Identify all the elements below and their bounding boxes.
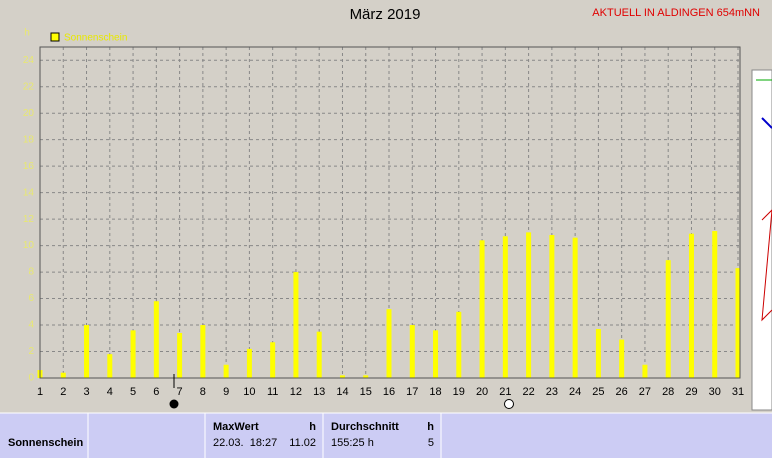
x-tick-label: 16: [383, 386, 395, 398]
col-unit: h: [427, 421, 434, 433]
x-tick-label: 18: [429, 386, 441, 398]
cell: 155:25 h: [331, 437, 374, 449]
y-tick-label: 16: [23, 161, 35, 172]
x-tick-label: 15: [360, 386, 372, 398]
bar: [572, 237, 578, 378]
bar: [433, 330, 439, 378]
x-tick-label: 3: [83, 386, 89, 398]
x-tick-label: 1: [37, 386, 43, 398]
side-chart: [751, 69, 772, 411]
col-unit: h: [309, 421, 316, 433]
y-tick-label: 8: [28, 267, 34, 278]
table-panel: [0, 413, 772, 458]
bar: [502, 236, 508, 378]
bar: [642, 364, 648, 378]
bar: [386, 309, 392, 378]
y-tick-label: 12: [23, 214, 35, 225]
bar: [153, 301, 159, 378]
cell: 22.03. 18:27: [213, 437, 277, 449]
x-tick-label: 25: [592, 386, 604, 398]
x-tick-label: 24: [569, 386, 581, 398]
y-tick-label: 2: [28, 346, 34, 357]
x-tick-label: 5: [130, 386, 136, 398]
y-tick-label: 18: [23, 134, 35, 145]
x-tick-label: 10: [243, 386, 255, 398]
x-tick-label: 8: [200, 386, 206, 398]
bar: [200, 325, 206, 378]
x-tick-label: 6: [153, 386, 159, 398]
bar: [246, 348, 252, 378]
row-label: Sonnenschein: [8, 437, 83, 449]
legend-label: Sonnenschein: [64, 33, 127, 44]
bar: [107, 354, 113, 378]
bar: [60, 372, 66, 378]
y-tick-label: 0: [28, 373, 34, 384]
x-tick-label: 21: [499, 386, 511, 398]
bar: [526, 232, 532, 378]
bar: [130, 330, 136, 378]
moon-full: [504, 399, 514, 409]
bar: [316, 331, 322, 378]
bar: [549, 235, 555, 378]
x-tick-label: 28: [662, 386, 674, 398]
bar: [735, 268, 741, 378]
y-tick-label: 6: [28, 293, 34, 304]
bar: [177, 332, 183, 378]
x-tick-label: 17: [406, 386, 418, 398]
x-tick-label: 12: [290, 386, 302, 398]
x-tick-label: 7: [177, 386, 183, 398]
bar: [456, 311, 462, 378]
table-lines: [0, 412, 772, 458]
x-tick-label: 31: [732, 386, 744, 398]
moon-new: [169, 399, 179, 409]
col-header: MaxWert: [213, 421, 259, 433]
x-tick-label: 20: [476, 386, 488, 398]
x-tick-label: 4: [107, 386, 113, 398]
x-tick-label: 14: [336, 386, 348, 398]
bar: [84, 325, 90, 378]
x-tick-label: 11: [267, 386, 278, 398]
side-line: [761, 117, 772, 129]
bar: [595, 329, 601, 378]
y-tick-label: 14: [23, 187, 35, 198]
y-axis-label: h: [24, 28, 30, 39]
x-tick-label: 9: [223, 386, 229, 398]
col-header: Durchschnitt: [331, 421, 399, 433]
bar: [293, 272, 299, 378]
x-tick-label: 19: [453, 386, 465, 398]
bar: [339, 375, 345, 378]
side-line: [761, 209, 772, 322]
bar: [712, 231, 718, 378]
x-tick-label: 27: [639, 386, 651, 398]
plot-frame: [39, 46, 741, 379]
x-tick-label: 26: [616, 386, 628, 398]
bar: [688, 233, 694, 378]
bar: [409, 325, 415, 378]
annotation: AKTUELL IN ALDINGEN 654mNN: [592, 7, 760, 19]
y-tick-label: 20: [23, 108, 35, 119]
x-tick-label: 30: [709, 386, 721, 398]
legend-swatch: [50, 32, 60, 42]
cell: 5: [428, 437, 434, 449]
bar: [363, 375, 369, 378]
y-tick-label: 10: [23, 240, 35, 251]
x-tick-label: 2: [60, 386, 66, 398]
bar: [270, 342, 276, 378]
bar: [479, 240, 485, 378]
bar: [619, 339, 625, 378]
y-tick-label: 24: [23, 55, 35, 66]
cell: 11.02: [289, 437, 316, 449]
x-tick-label: 22: [522, 386, 534, 398]
x-tick-label: 23: [546, 386, 558, 398]
bar: [223, 364, 229, 378]
x-tick-label: 29: [685, 386, 697, 398]
x-tick-label: 13: [313, 386, 325, 398]
y-tick-label: 22: [23, 81, 35, 92]
chart-title: März 2019: [350, 6, 421, 23]
y-tick-label: 4: [28, 320, 34, 331]
bar: [665, 260, 671, 378]
